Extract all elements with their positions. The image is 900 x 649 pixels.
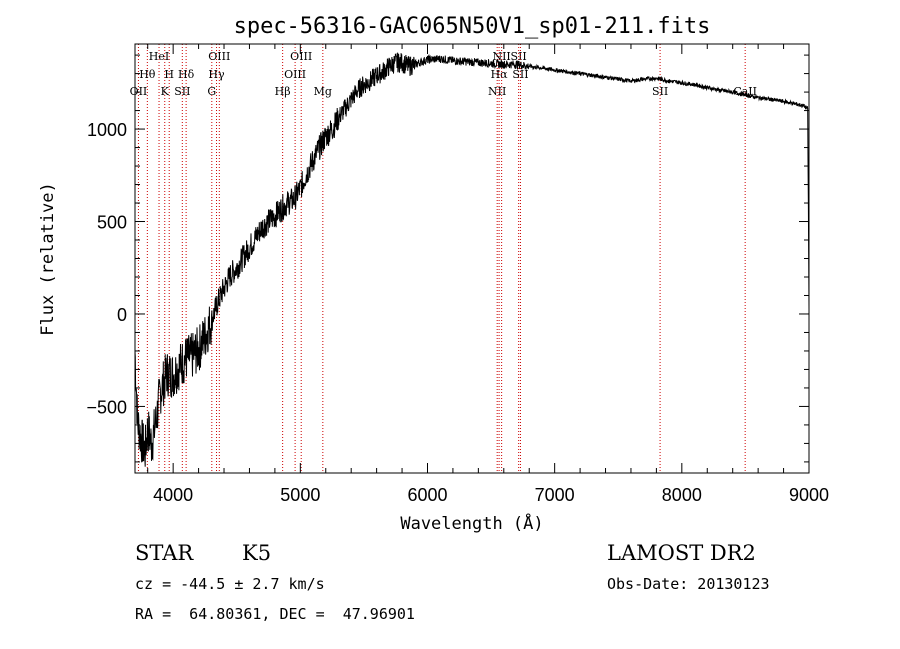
coordinates-text: RA = 64.80361, DEC = 47.96901 xyxy=(135,605,415,623)
spectral-line-label: HeI xyxy=(149,50,169,63)
x-tick-label: 4000 xyxy=(153,485,193,505)
spectral-line-label: OIII xyxy=(290,50,312,63)
chart-title: spec-56316-GAC065N50V1_sp01-211.fits xyxy=(234,14,711,39)
object-class: STAR xyxy=(135,541,194,565)
spectral-line-label: Hθ xyxy=(139,68,156,81)
x-tick-label: 8000 xyxy=(662,485,702,505)
y-axis-label: Flux (relative) xyxy=(38,182,58,336)
spectral-line-label: OIII xyxy=(284,68,306,81)
spectral-line-label: H xyxy=(164,68,174,81)
object-subclass: K5 xyxy=(242,541,271,565)
spectral-line-label: Hα xyxy=(491,68,509,81)
y-tick-label: 0 xyxy=(117,305,127,325)
spectral-line-label: SII xyxy=(652,85,668,98)
survey-name: LAMOST DR2 xyxy=(607,541,756,565)
x-tick-label: 9000 xyxy=(789,485,829,505)
spectral-line-label: NII xyxy=(488,85,506,98)
spectral-line-label: OII xyxy=(130,85,148,98)
spectral-line-label: SII xyxy=(511,50,527,63)
x-tick-label: 5000 xyxy=(280,485,320,505)
plot-frame xyxy=(134,43,810,474)
x-axis-label: Wavelength (Å) xyxy=(400,512,543,534)
spectrum-series-line xyxy=(134,52,810,467)
y-tick-label: −500 xyxy=(86,397,127,417)
y-tick-label: 500 xyxy=(97,213,127,233)
spectral-line-label: Mg xyxy=(314,85,332,98)
x-tick-label: 7000 xyxy=(535,485,575,505)
spectral-line-label: K xyxy=(161,85,170,98)
spectral-line-label: Hβ xyxy=(275,85,291,98)
spectral-line-label: Hγ xyxy=(208,68,225,81)
y-tick-label: 1000 xyxy=(87,120,127,140)
y-axis: −500 0 500 1000 xyxy=(86,54,809,463)
spectral-line-label: SII xyxy=(174,85,190,98)
redshift-text: cz = -44.5 ± 2.7 km/s xyxy=(135,575,325,593)
spectral-line-label: SII xyxy=(512,68,528,81)
x-axis: 4000 5000 6000 7000 8000 9000 xyxy=(147,44,829,505)
spectral-line-label: OIII xyxy=(208,50,230,63)
x-tick-label: 6000 xyxy=(407,485,447,505)
spectral-line-label: Hδ xyxy=(178,68,195,81)
spectral-line-label: G xyxy=(207,85,216,98)
obs-date: Obs-Date: 20130123 xyxy=(607,575,770,593)
